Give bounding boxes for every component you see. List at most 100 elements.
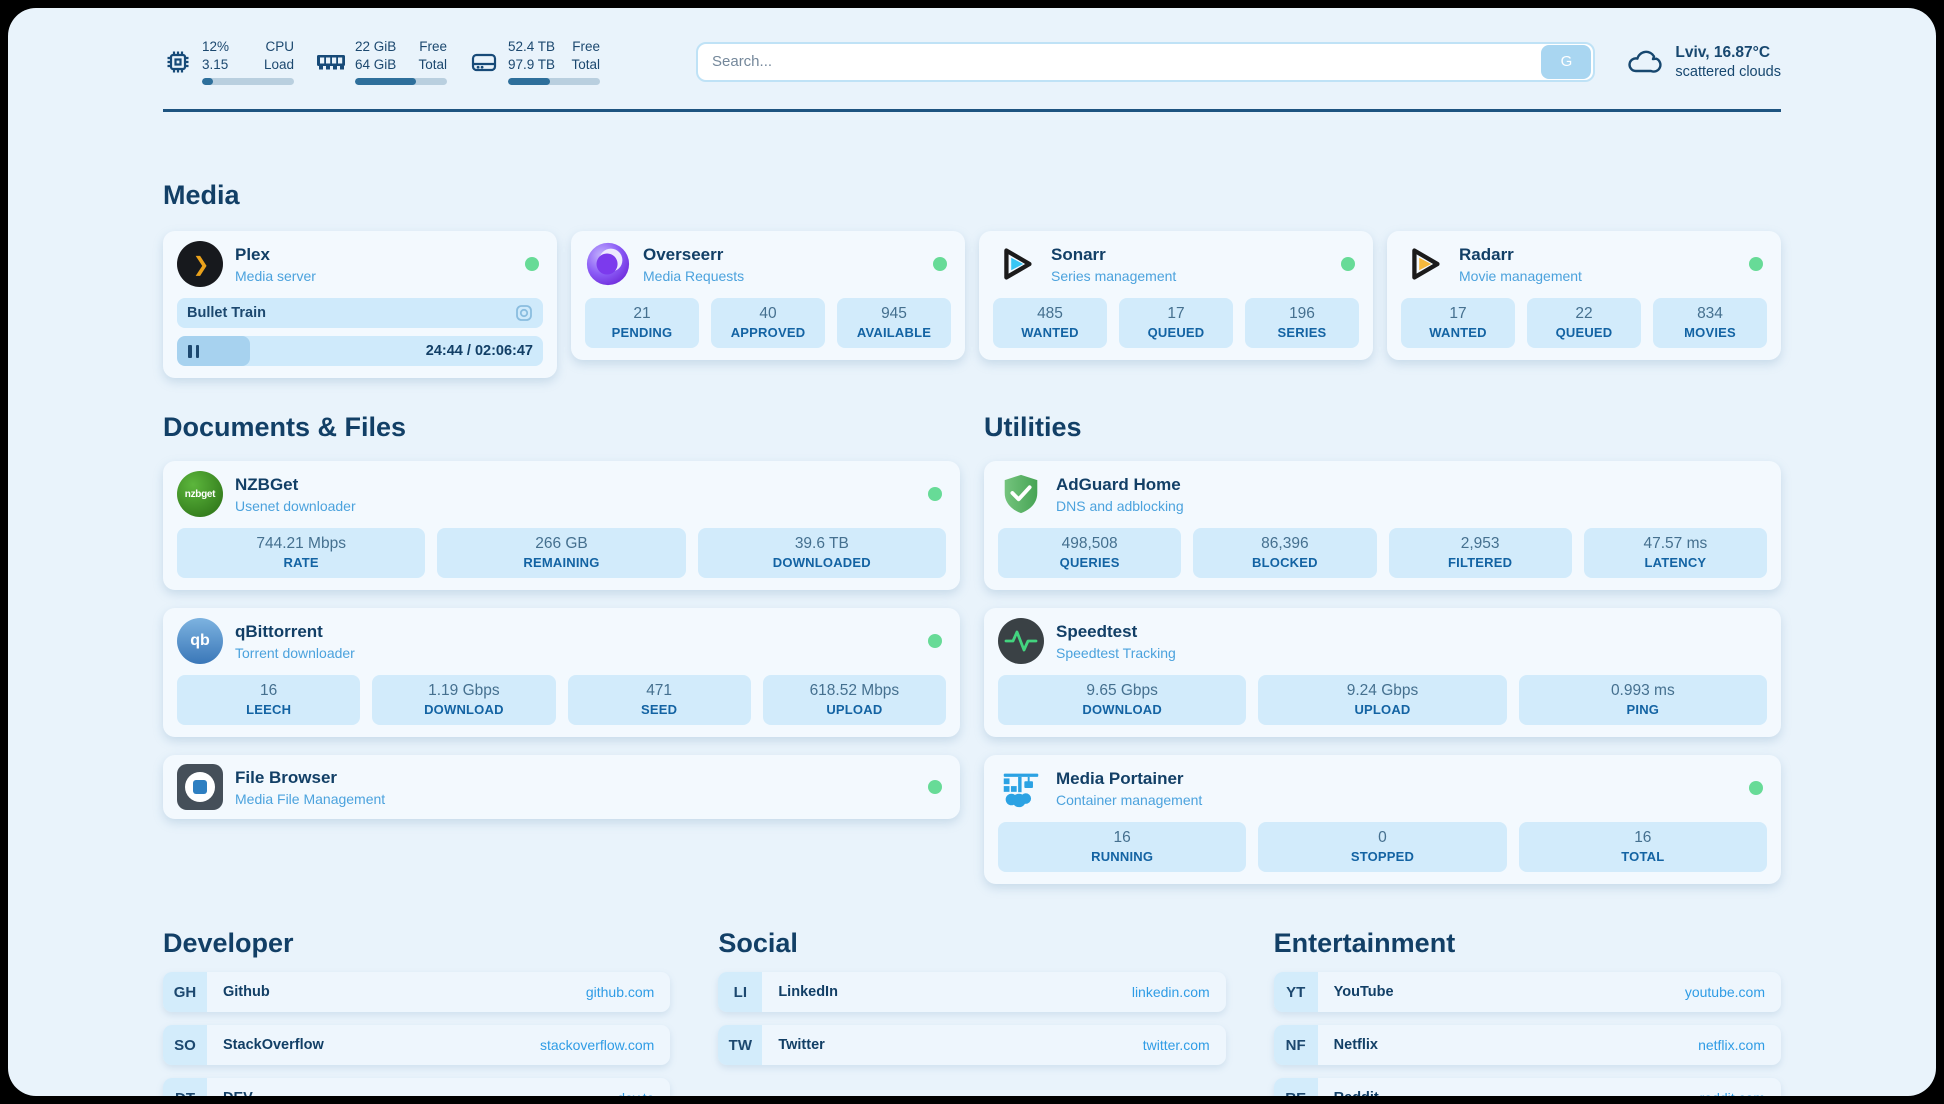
- service-link-sonarr[interactable]: Sonarr Series management: [993, 241, 1359, 287]
- stat-tile: 16 TOTAL: [1518, 822, 1767, 873]
- bookmark-abbr: TW: [718, 1025, 763, 1066]
- service-title: Plex: [235, 244, 270, 264]
- service-subtitle: Speedtest Tracking: [1056, 644, 1176, 661]
- stat-tile: 618.52 Mbps UPLOAD: [762, 675, 946, 726]
- disk-icon: [469, 47, 499, 77]
- bookmark-netflix[interactable]: NF Netflix netflix.com: [1273, 1025, 1781, 1066]
- bookmark-abbr: GH: [163, 972, 207, 1013]
- stat-tile: 196 SERIES: [1245, 298, 1359, 349]
- stat-tile: 17 WANTED: [1401, 298, 1515, 349]
- section-title-social: Social: [718, 928, 798, 959]
- disk-free-value: 52.4 TB: [508, 39, 556, 54]
- overseerr-icon: [585, 241, 631, 287]
- service-card-overseerr: Overseerr Media Requests 21 PENDING 40 A…: [571, 231, 965, 361]
- bookmark-abbr: RE: [1273, 1078, 1318, 1096]
- bookmark-abbr: YT: [1273, 972, 1318, 1013]
- status-dot: [1749, 257, 1763, 272]
- status-dot: [1341, 257, 1355, 272]
- bookmark-url[interactable]: reddit.com: [1700, 1090, 1765, 1096]
- service-link-plex[interactable]: ❯ Plex Media server: [177, 241, 543, 288]
- service-link-radarr[interactable]: Radarr Movie management: [1401, 241, 1767, 287]
- plex-icon: ❯: [177, 241, 223, 288]
- service-subtitle: Usenet downloader: [235, 497, 356, 514]
- status-dot: [928, 634, 942, 649]
- search-provider-button[interactable]: G: [1541, 44, 1592, 79]
- service-subtitle: Media File Management: [235, 790, 386, 807]
- service-link-qbittorrent[interactable]: qb qBittorrent Torrent downloader: [177, 618, 946, 665]
- service-link-overseerr[interactable]: Overseerr Media Requests: [585, 241, 951, 287]
- stat-tile: 0.993 ms PING: [1518, 675, 1767, 726]
- weather-location-temp: Lviv, 16.87°C: [1675, 43, 1771, 61]
- stat-tile: 86,396 BLOCKED: [1193, 528, 1377, 579]
- speedtest-icon: [998, 618, 1044, 665]
- bookmark-url[interactable]: github.com: [585, 984, 655, 1001]
- service-link-filebrowser[interactable]: File Browser Media File Management: [177, 764, 946, 811]
- service-title: Media Portainer: [1056, 768, 1184, 788]
- sonarr-icon: [993, 241, 1039, 287]
- now-playing-title: Bullet Train: [187, 305, 266, 322]
- bookmark-name: Reddit: [1334, 1090, 1379, 1096]
- bookmark-name: YouTube: [1333, 984, 1394, 1001]
- search-bar: G: [696, 41, 1596, 82]
- dashboard-page: 12% 3.15 CPU Load: [8, 8, 1936, 1096]
- bookmark-abbr: NF: [1273, 1025, 1318, 1066]
- bookmark-name: StackOverflow: [223, 1037, 324, 1054]
- bookmark-url[interactable]: youtube.com: [1684, 984, 1765, 1001]
- service-card-speedtest: Speedtest Speedtest Tracking 9.65 Gbps D…: [984, 608, 1781, 738]
- stat-tile: 945 AVAILABLE: [837, 298, 951, 349]
- bookmark-url[interactable]: linkedin.com: [1131, 984, 1210, 1001]
- weather-condition: scattered clouds: [1675, 63, 1781, 80]
- bookmark-name: LinkedIn: [778, 984, 838, 1001]
- service-card-nzbget: nzbget NZBGet Usenet downloader 744.21 M…: [163, 461, 960, 591]
- stat-tile: 9.65 Gbps DOWNLOAD: [998, 675, 1247, 726]
- section-title-documents: Documents & Files: [163, 412, 407, 443]
- bookmark-name: DEV: [223, 1090, 253, 1096]
- bookmark-dev[interactable]: DT DEV dev.to: [163, 1078, 671, 1096]
- section-title-utilities: Utilities: [984, 412, 1082, 443]
- service-card-sonarr: Sonarr Series management 485 WANTED 17 Q…: [979, 231, 1373, 361]
- bookmark-reddit[interactable]: RE Reddit reddit.com: [1273, 1078, 1781, 1096]
- stat-tile: 40 APPROVED: [711, 298, 825, 349]
- header-divider: [163, 109, 1781, 113]
- service-title: AdGuard Home: [1056, 474, 1181, 494]
- stat-tile: 21 PENDING: [585, 298, 699, 349]
- bookmark-youtube[interactable]: YT YouTube youtube.com: [1273, 972, 1781, 1013]
- bookmark-url[interactable]: twitter.com: [1142, 1037, 1210, 1054]
- service-link-portainer[interactable]: Media Portainer Container management: [998, 765, 1767, 811]
- service-subtitle: Movie management: [1459, 267, 1582, 284]
- bookmark-name: Github: [223, 984, 270, 1001]
- bookmark-linkedin[interactable]: LI LinkedIn linkedin.com: [718, 972, 1226, 1013]
- stat-tile: 744.21 Mbps RATE: [177, 528, 426, 579]
- bookmark-url[interactable]: netflix.com: [1698, 1037, 1765, 1054]
- service-link-nzbget[interactable]: nzbget NZBGet Usenet downloader: [177, 471, 946, 518]
- service-card-radarr: Radarr Movie management 17 WANTED 22 QUE…: [1387, 231, 1781, 361]
- service-title: Sonarr: [1051, 244, 1106, 264]
- ram-total-value: 64 GiB: [355, 57, 397, 73]
- ram-label-2: Total: [418, 57, 447, 73]
- radarr-icon: [1401, 241, 1447, 287]
- service-title: Radarr: [1459, 244, 1514, 264]
- service-subtitle: Media server: [235, 267, 316, 284]
- service-title: File Browser: [235, 767, 338, 787]
- cpu-value-percent: 12%: [202, 39, 230, 54]
- service-link-speedtest[interactable]: Speedtest Speedtest Tracking: [998, 618, 1767, 665]
- bookmark-twitter[interactable]: TW Twitter twitter.com: [718, 1025, 1226, 1066]
- ram-progress-bar: [355, 78, 447, 86]
- bookmark-stackoverflow[interactable]: SO StackOverflow stackoverflow.com: [163, 1025, 671, 1066]
- service-subtitle: Media Requests: [643, 267, 745, 284]
- stat-tile: 498,508 QUERIES: [998, 528, 1182, 579]
- bookmark-url[interactable]: dev.to: [617, 1090, 654, 1096]
- cpu-progress-bar: [202, 78, 294, 86]
- bookmark-url[interactable]: stackoverflow.com: [539, 1037, 655, 1054]
- service-link-adguard[interactable]: AdGuard Home DNS and adblocking: [998, 471, 1767, 517]
- cpu-icon: [163, 47, 193, 77]
- search-input[interactable]: [698, 53, 1542, 71]
- service-subtitle: Container management: [1056, 791, 1203, 808]
- service-subtitle: Series management: [1051, 267, 1177, 284]
- bookmark-github[interactable]: GH Github github.com: [163, 972, 671, 1013]
- service-card-filebrowser: File Browser Media File Management: [163, 755, 960, 820]
- cpu-monitor: 12% 3.15 CPU Load: [163, 38, 294, 86]
- stat-tile: 485 WANTED: [993, 298, 1107, 349]
- stat-tile: 22 QUEUED: [1527, 298, 1641, 349]
- cpu-label-1: CPU: [265, 39, 294, 54]
